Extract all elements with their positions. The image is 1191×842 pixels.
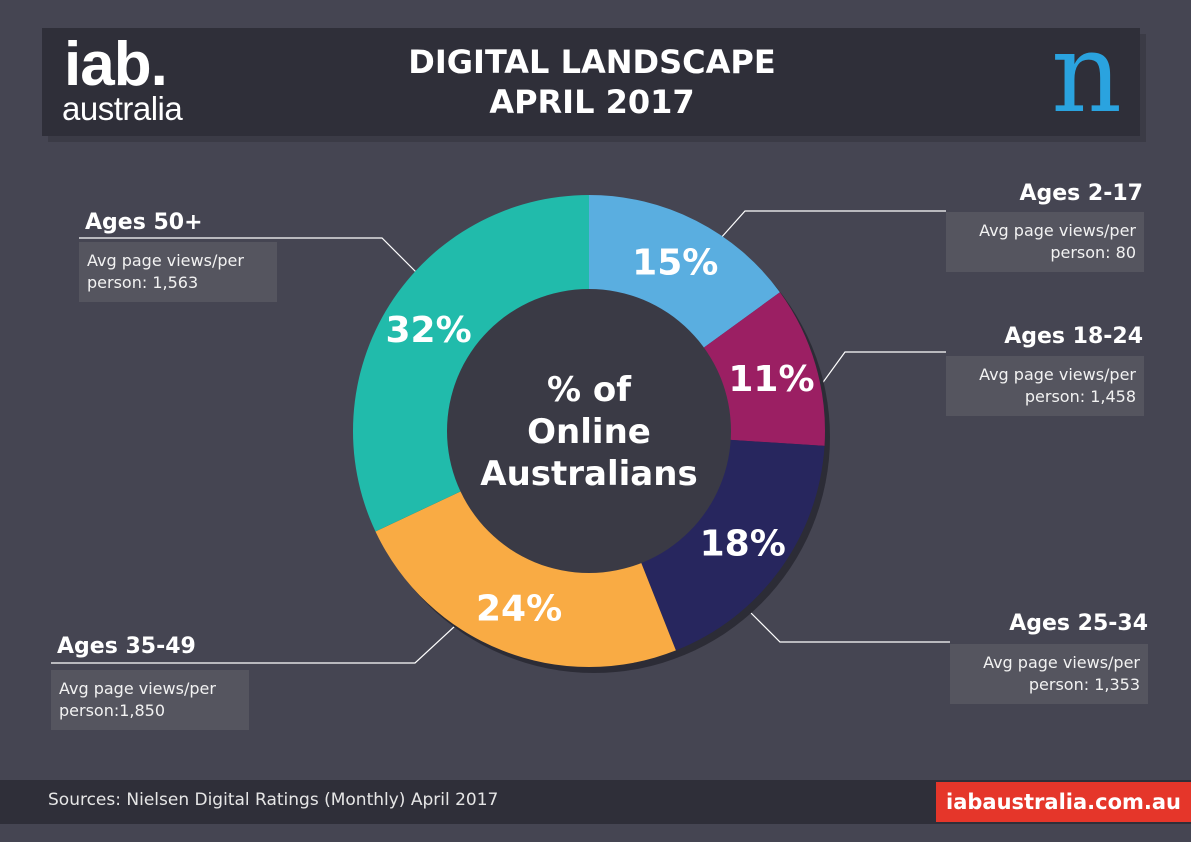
info-line: person: 1,353 [1028, 675, 1140, 694]
center-label-line: Online [527, 412, 651, 452]
info-box-2-17: Avg page views/per person: 80 [946, 212, 1144, 272]
info-box-50-plus: Avg page views/per person: 1,563 [79, 242, 277, 302]
donut-hole [447, 289, 731, 573]
info-line: Avg page views/per [979, 365, 1136, 384]
age-label-35-49: Ages 35-49 [57, 634, 196, 659]
page-title: DIGITAL LANDSCAPE APRIL 2017 [342, 42, 842, 122]
website-link[interactable]: iabaustralia.com.au [936, 782, 1191, 822]
info-box-25-34: Avg page views/per person: 1,353 [950, 644, 1148, 704]
info-box-18-24: Avg page views/per person: 1,458 [946, 356, 1144, 416]
info-line: Avg page views/per [87, 251, 244, 270]
age-label-25-34: Ages 25-34 [1009, 611, 1148, 636]
age-label-2-17: Ages 2-17 [1019, 181, 1143, 206]
donut-slice [640, 439, 825, 651]
slice-percent-label: 24% [476, 589, 562, 630]
age-label-50-plus: Ages 50+ [85, 210, 203, 235]
info-line: person: 80 [1050, 243, 1136, 262]
center-label: % of Online Australians [480, 370, 697, 494]
title-line-2: APRIL 2017 [489, 83, 695, 121]
age-label-18-24: Ages 18-24 [1004, 324, 1143, 349]
slice-percent-label: 18% [700, 524, 786, 565]
iab-logo-australia: australia [62, 90, 183, 127]
slice-percent-label: 32% [385, 310, 471, 351]
center-label-line: Australians [480, 454, 697, 494]
leader-lines [51, 210, 950, 664]
donut-slice [702, 292, 825, 446]
nielsen-logo: n [1051, 9, 1122, 137]
donut-slice [375, 490, 676, 667]
leader-line [815, 351, 946, 393]
info-line: person: 1,458 [1024, 387, 1136, 406]
header-banner: iab. australia DIGITAL LANDSCAPE APRIL 2… [42, 18, 1140, 136]
leader-line [711, 210, 946, 249]
info-line: Avg page views/per [983, 653, 1140, 672]
info-line: person: 1,563 [87, 273, 199, 292]
center-label-line: % of [547, 370, 632, 410]
donut-slice [352, 194, 589, 532]
slice-percent-label: 11% [728, 359, 814, 400]
info-line: Avg page views/per [59, 679, 216, 698]
leader-line [51, 625, 456, 664]
donut-slice [589, 195, 780, 349]
info-box-35-49: Avg page views/per person:1,850 [51, 670, 249, 730]
iab-logo: iab. [64, 30, 168, 99]
title-line-1: DIGITAL LANDSCAPE [408, 43, 776, 81]
info-line: Avg page views/per [979, 221, 1136, 240]
info-line: person:1,850 [59, 701, 166, 720]
leader-line [740, 602, 950, 643]
leader-line [79, 237, 426, 282]
slice-percent-label: 15% [632, 243, 718, 284]
sources-text: Sources: Nielsen Digital Ratings (Monthl… [48, 790, 499, 810]
percent-labels: 15% 11% 18% 24% 32% [385, 243, 814, 630]
